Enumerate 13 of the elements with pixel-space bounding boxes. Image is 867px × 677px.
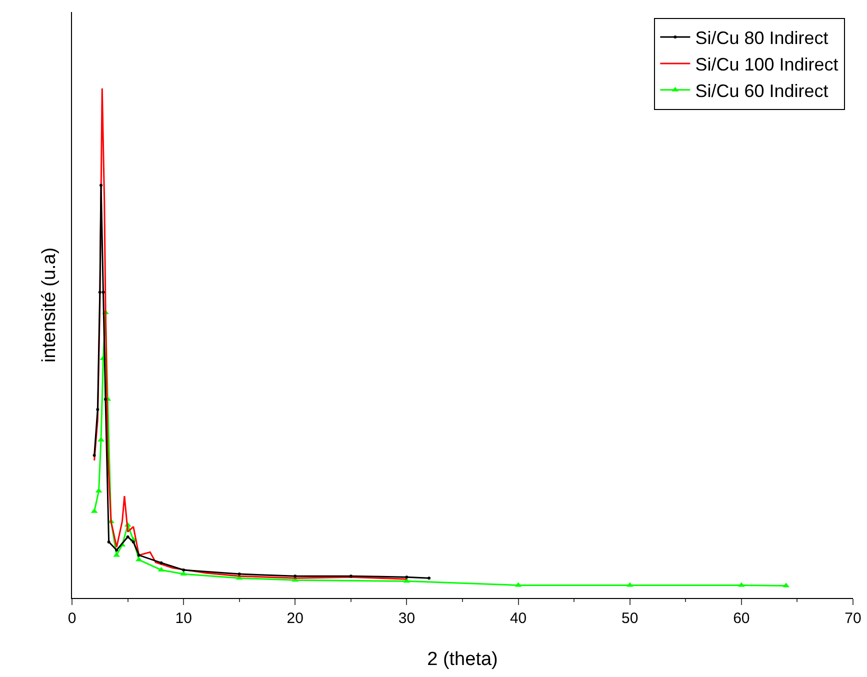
legend-label: Si/Cu 100 Indirect [695,54,838,74]
x-axis-title: 2 (theta) [427,649,498,670]
x-tick-label: 10 [175,610,192,627]
x-tick-label: 0 [68,610,76,627]
x-tick-label: 20 [286,610,304,627]
x-tick-label: 50 [622,610,638,627]
x-tick-label: 30 [398,610,416,627]
x-tick-label: 60 [733,610,750,627]
legend-label: Si/Cu 60 Indirect [695,80,828,101]
x-tick-label: 40 [510,610,527,627]
y-axis-title: intensité (u.a) [38,247,60,363]
legend-label: Si/Cu 80 Indirect [695,28,828,48]
x-tick-label: 70 [844,610,862,627]
